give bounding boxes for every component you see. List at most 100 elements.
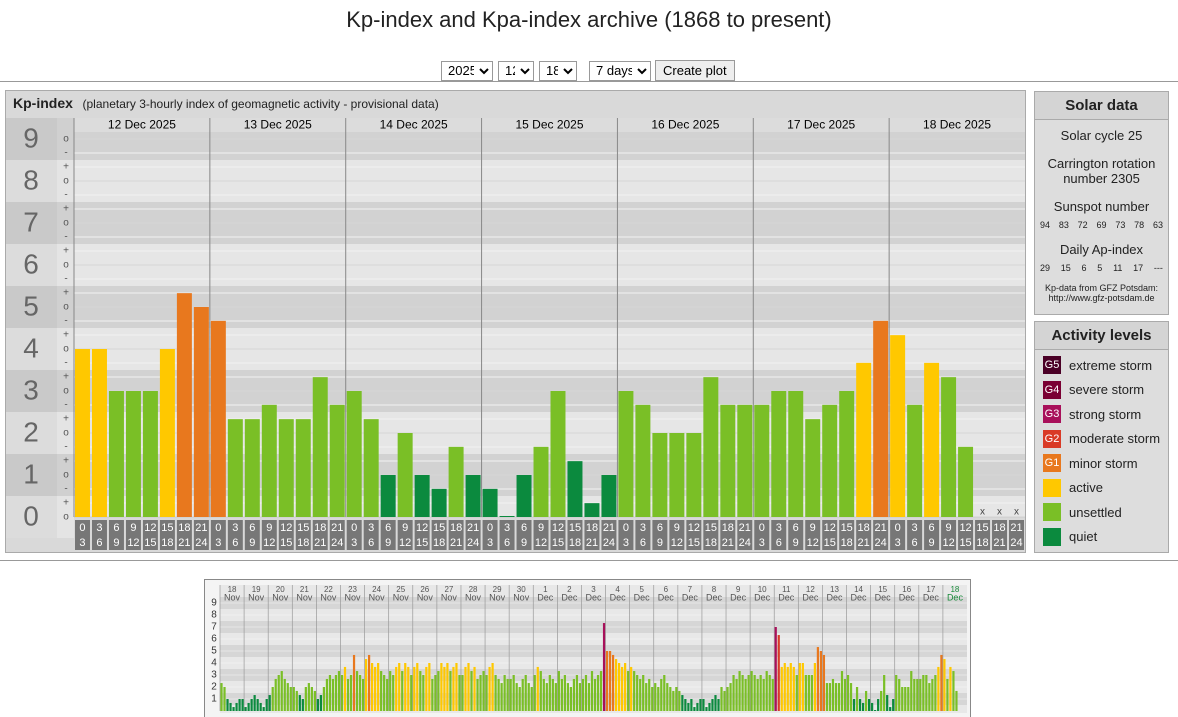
- third-marker: o: [63, 176, 69, 187]
- hour-box: [737, 520, 753, 550]
- mini-bar: [801, 663, 804, 711]
- level-badge: [1043, 478, 1061, 497]
- mini-bar: [364, 659, 368, 711]
- level-label: active: [1069, 480, 1103, 496]
- level-row: active: [1035, 476, 1168, 501]
- mini-bar: [425, 666, 428, 711]
- hour-label: 9: [793, 537, 799, 549]
- span-select[interactable]: 7 days: [589, 60, 651, 81]
- hour-label: 6: [929, 522, 935, 534]
- mini-bar: [940, 654, 943, 711]
- hour-label: 18: [314, 522, 326, 534]
- bar: [329, 404, 345, 517]
- y-band: [6, 496, 57, 538]
- third-marker: o: [63, 218, 69, 229]
- mini-bar: [630, 666, 633, 711]
- mini-bar: [434, 675, 437, 711]
- hour-box: [125, 520, 141, 550]
- level-row: G4 severe storm: [1035, 378, 1168, 403]
- mini-bar: [530, 687, 533, 711]
- mini-bar: [952, 671, 955, 711]
- mini-bar: [744, 678, 747, 711]
- mini-bar: [404, 663, 407, 711]
- hour-label: 21: [467, 522, 479, 534]
- y-tick-label: 8: [23, 164, 39, 195]
- y-band-sub: [57, 118, 74, 160]
- kp-header: Kp-index (planetary 3-hourly index of ge…: [13, 95, 439, 111]
- mini-bar: [855, 687, 859, 711]
- levels-panel: Activity levels G5 extreme storm G4 severe …: [1034, 321, 1169, 553]
- hour-label: 24: [195, 537, 207, 549]
- y-tick-label: 1: [23, 458, 39, 489]
- mini-bar: [624, 663, 627, 711]
- mini-month: Dec: [899, 592, 916, 602]
- hour-label: 6: [385, 522, 391, 534]
- mini-bar: [545, 683, 548, 711]
- bar: [584, 503, 600, 517]
- mini-bar: [825, 683, 829, 711]
- mini-day: 26: [420, 585, 429, 594]
- bar: [822, 404, 838, 517]
- mini-bar: [238, 699, 241, 711]
- hour-label: 0: [895, 522, 901, 534]
- controls: 2025 12 18 7 days Create plot: [441, 60, 735, 81]
- mini-bar: [346, 678, 350, 711]
- mini-bar: [741, 675, 744, 711]
- hour-box: [856, 520, 872, 550]
- levels-title: Activity levels: [1035, 322, 1168, 350]
- mini-month: Dec: [706, 592, 723, 602]
- y-tick-label: 9: [23, 122, 39, 153]
- mini-bar: [313, 690, 316, 711]
- hour-label: 6: [232, 537, 238, 549]
- hour-box: [312, 520, 328, 550]
- bar: [958, 446, 974, 517]
- hour-label: 12: [807, 537, 819, 549]
- mini-bar: [886, 695, 889, 711]
- mini-bar: [889, 707, 892, 711]
- plot-band: [74, 496, 1025, 517]
- bar: [516, 475, 532, 517]
- mini-month: Nov: [296, 592, 313, 602]
- ap-value: 6: [1081, 263, 1087, 273]
- mini-bar: [699, 699, 702, 711]
- hour-box: [346, 520, 362, 550]
- mini-bar: [395, 666, 398, 711]
- mini-day: 28: [469, 585, 478, 594]
- hour-label: 9: [113, 537, 119, 549]
- bar: [159, 349, 175, 517]
- level-label: minor storm: [1069, 455, 1138, 471]
- create-plot-button[interactable]: Create plot: [655, 60, 735, 81]
- mini-bar: [904, 687, 907, 711]
- hour-label: 15: [297, 522, 309, 534]
- hour-label: 21: [1010, 522, 1022, 534]
- hour-box: [703, 520, 719, 550]
- hour-label: 9: [946, 522, 952, 534]
- hour-label: 6: [793, 522, 799, 534]
- hour-label: 12: [399, 537, 411, 549]
- y-band: [6, 118, 57, 160]
- day-select[interactable]: 18: [539, 60, 577, 81]
- mini-y-label: 9: [211, 598, 217, 609]
- mini-month: Dec: [875, 592, 892, 602]
- month-select[interactable]: 12: [498, 60, 534, 81]
- date-label: 18 Dec 2025: [923, 118, 991, 132]
- mini-month: Dec: [730, 592, 747, 602]
- bar: [873, 320, 889, 517]
- mini-day: 19: [252, 585, 261, 594]
- hour-label: 9: [249, 537, 255, 549]
- bar: [108, 391, 124, 517]
- mini-bar: [645, 683, 648, 711]
- mini-bar: [563, 675, 566, 711]
- hour-label: 18: [178, 522, 190, 534]
- y-band-sub: [57, 370, 74, 412]
- bar: [125, 391, 141, 517]
- bar: [924, 362, 940, 517]
- mini-month: Nov: [393, 592, 410, 602]
- year-select[interactable]: 2025: [441, 60, 493, 81]
- mini-bar: [750, 671, 753, 711]
- hour-label: 3: [759, 537, 765, 549]
- hour-label: 21: [195, 522, 207, 534]
- sunspot-list: 94 83 72 69 73 78 63: [1035, 220, 1168, 230]
- mini-day: 30: [517, 585, 526, 594]
- third-marker: o: [63, 344, 69, 355]
